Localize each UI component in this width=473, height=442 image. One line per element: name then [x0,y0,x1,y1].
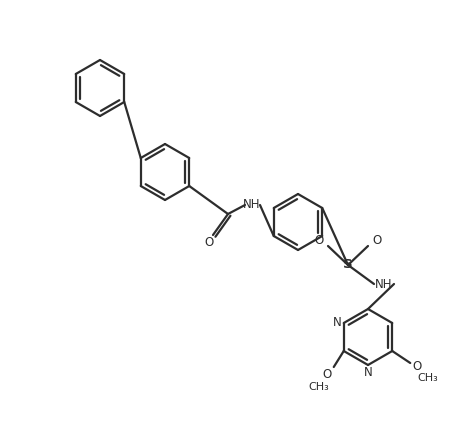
Text: NH: NH [243,198,261,210]
Text: CH₃: CH₃ [308,382,329,392]
Text: O: O [412,361,422,373]
Text: N: N [333,316,341,329]
Text: O: O [322,367,332,381]
Text: N: N [364,366,372,378]
Text: CH₃: CH₃ [418,373,438,383]
Text: S: S [343,259,353,271]
Text: O: O [204,236,214,249]
Text: O: O [315,235,324,248]
Text: NH: NH [375,278,393,290]
Text: O: O [372,235,382,248]
